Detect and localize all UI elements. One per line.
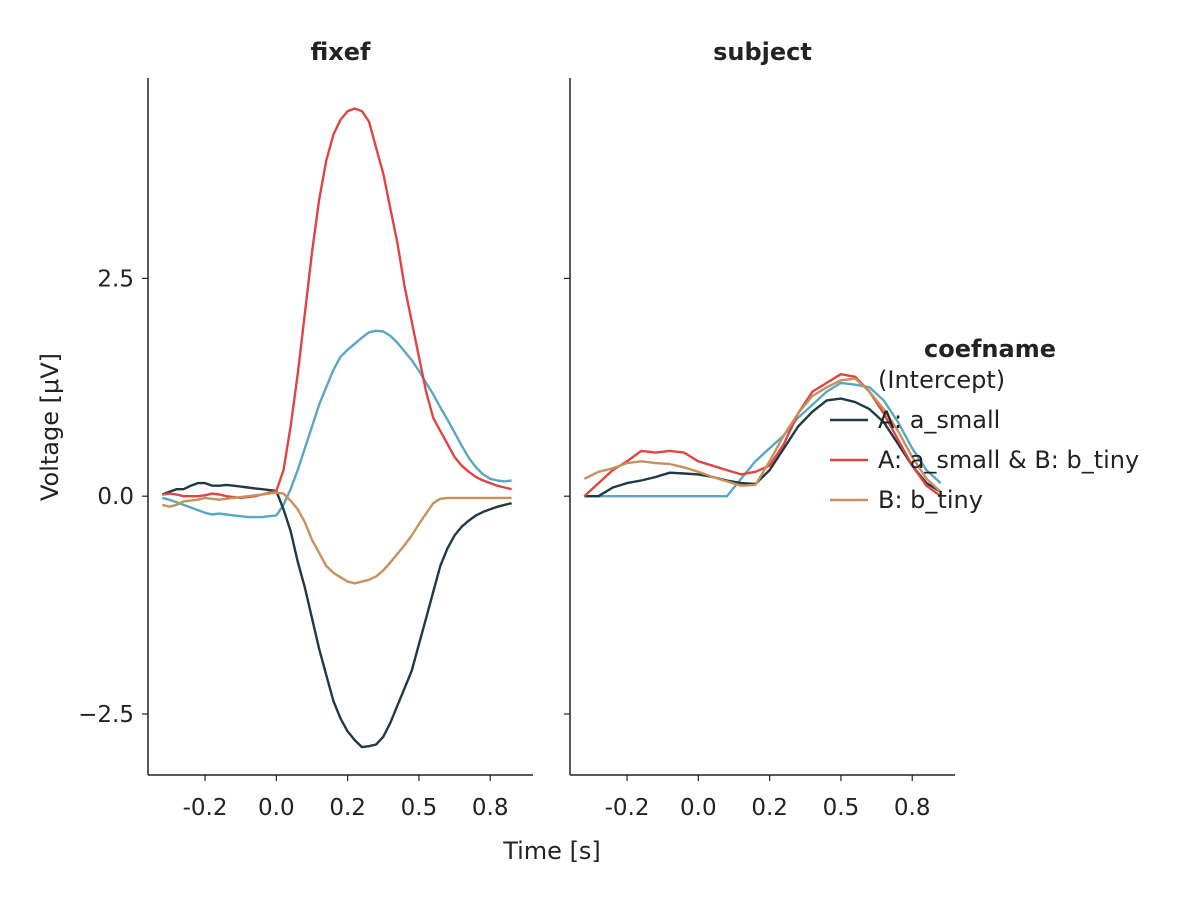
- x-tick-label: -0.2: [183, 795, 228, 821]
- series-line-a-a-small-b-b-tiny: [162, 107, 512, 500]
- panel-title: subject: [713, 38, 812, 66]
- x-tick-label: 0.5: [401, 795, 438, 821]
- legend: coefname (Intercept) A: a_small A: a_small…: [830, 335, 1139, 514]
- y-tick-label: 2.5: [97, 266, 134, 292]
- x-tick-label: 0.8: [894, 795, 931, 821]
- x-tick-label: 0.0: [258, 795, 295, 821]
- y-tick-label: −2.5: [78, 702, 134, 728]
- y-tick-label: 0.0: [97, 484, 134, 510]
- panel-subject: subject -0.2 0.0 0.2 0.5 0.8: [564, 38, 955, 821]
- legend-entry-label: (Intercept): [878, 366, 1005, 394]
- series-line-b-b-tiny: [583, 377, 942, 493]
- y-axis-label: Voltage [μV]: [36, 353, 64, 501]
- x-tick-label: -0.2: [605, 795, 650, 821]
- legend-title: coefname: [924, 335, 1056, 363]
- x-tick-label: 0.8: [472, 795, 509, 821]
- series-line-a-a-small: [161, 481, 512, 749]
- series-line-a-a-small-b-b-tiny: [583, 373, 942, 498]
- series-line-intercept: [162, 329, 512, 519]
- panel-fixef: fixef -0.2 0.0 0.2 0.5 0.8 2.5 0.0 −2.5: [78, 38, 533, 821]
- series-line-intercept: [584, 381, 942, 498]
- series-line-a-a-small: [584, 397, 942, 498]
- x-axis-label: Time [s]: [502, 837, 601, 865]
- x-tick-label: 0.2: [751, 795, 788, 821]
- panels: fixef -0.2 0.0 0.2 0.5 0.8 2.5 0.0 −2.5 subject -0…: [78, 38, 955, 821]
- legend-entry-label: B: b_tiny: [878, 486, 983, 514]
- legend-entry-label: A: a_small & B: b_tiny: [878, 446, 1139, 474]
- x-tick-label: 0.2: [329, 795, 366, 821]
- x-tick-label: 0.0: [680, 795, 717, 821]
- x-tick-label: 0.5: [823, 795, 860, 821]
- series-line-b-b-tiny: [162, 491, 512, 585]
- panel-title: fixef: [311, 38, 372, 66]
- legend-entry-label: A: a_small: [878, 406, 1000, 434]
